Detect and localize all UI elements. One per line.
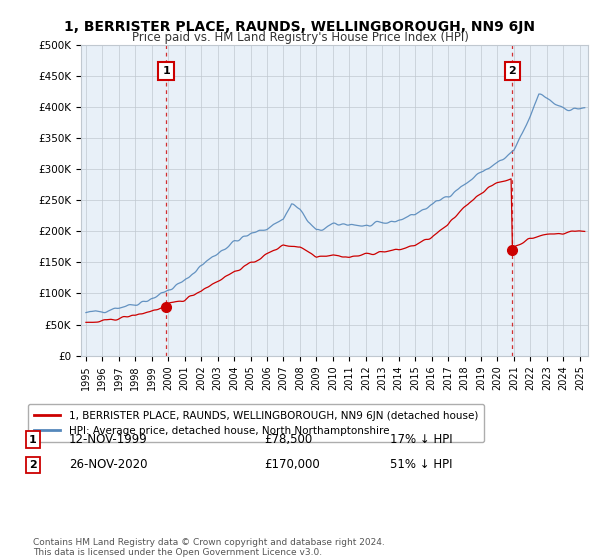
Text: 2: 2: [29, 460, 37, 470]
Legend: 1, BERRISTER PLACE, RAUNDS, WELLINGBOROUGH, NN9 6JN (detached house), HPI: Avera: 1, BERRISTER PLACE, RAUNDS, WELLINGBOROU…: [28, 404, 484, 442]
Text: Price paid vs. HM Land Registry's House Price Index (HPI): Price paid vs. HM Land Registry's House …: [131, 31, 469, 44]
Text: 51% ↓ HPI: 51% ↓ HPI: [390, 458, 452, 472]
Text: 17% ↓ HPI: 17% ↓ HPI: [390, 433, 452, 446]
Text: Contains HM Land Registry data © Crown copyright and database right 2024.
This d: Contains HM Land Registry data © Crown c…: [33, 538, 385, 557]
Text: 1: 1: [29, 435, 37, 445]
Text: 1, BERRISTER PLACE, RAUNDS, WELLINGBOROUGH, NN9 6JN: 1, BERRISTER PLACE, RAUNDS, WELLINGBOROU…: [65, 20, 536, 34]
Text: 12-NOV-1999: 12-NOV-1999: [69, 433, 148, 446]
Text: 26-NOV-2020: 26-NOV-2020: [69, 458, 148, 472]
Text: £78,500: £78,500: [264, 433, 312, 446]
Text: 2: 2: [508, 66, 516, 76]
Text: 1: 1: [162, 66, 170, 76]
Text: £170,000: £170,000: [264, 458, 320, 472]
